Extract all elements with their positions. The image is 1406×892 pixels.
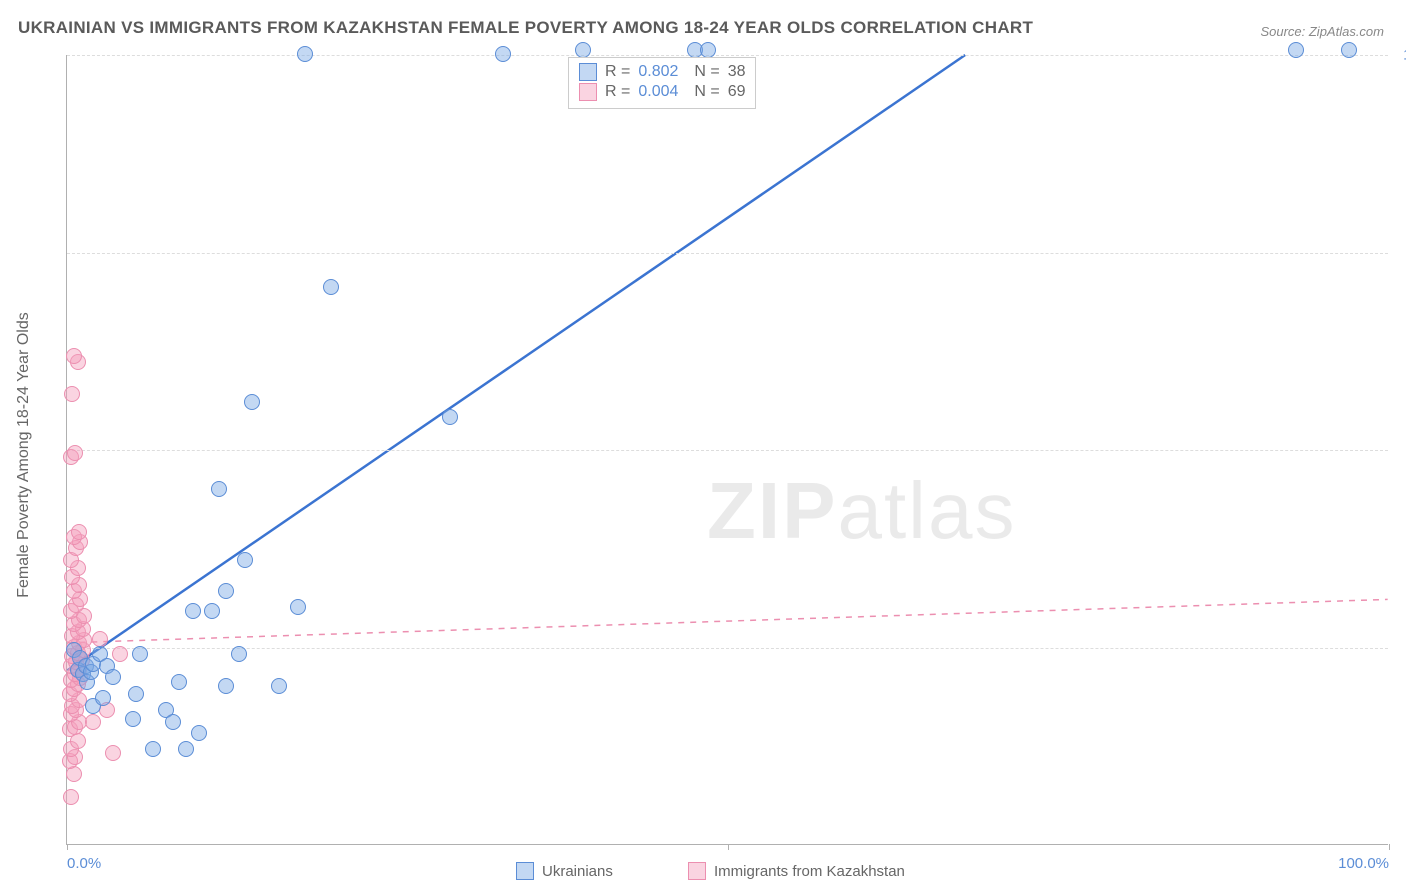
legend-kazakhstan: Immigrants from Kazakhstan xyxy=(688,862,905,880)
ukrainians-marker xyxy=(1288,42,1304,58)
kazakhstan-marker xyxy=(105,745,121,761)
legend-label-kazakhstan: Immigrants from Kazakhstan xyxy=(714,863,905,880)
source-attribution: Source: ZipAtlas.com xyxy=(1260,24,1384,39)
r-label: R = xyxy=(605,83,630,101)
y-axis-title: Female Poverty Among 18-24 Year Olds xyxy=(15,312,33,598)
x-tick-mark xyxy=(67,844,68,850)
kazakhstan-marker xyxy=(92,631,108,647)
kazakhstan-marker xyxy=(85,714,101,730)
y-tick-label: 25.0% xyxy=(1396,639,1406,656)
ukrainians-marker xyxy=(128,686,144,702)
ukrainians-marker xyxy=(218,678,234,694)
ukrainians-marker xyxy=(95,690,111,706)
ukrainians-marker xyxy=(1341,42,1357,58)
kazakhstan-marker xyxy=(71,524,87,540)
r-value-kazakhstan: 0.004 xyxy=(638,83,686,101)
legend-label-ukrainians: Ukrainians xyxy=(542,863,613,880)
ukrainians-marker xyxy=(297,46,313,62)
n-label: N = xyxy=(694,63,719,81)
x-tick-label: 100.0% xyxy=(1338,855,1389,872)
ukrainians-marker xyxy=(145,741,161,757)
ukrainians-marker xyxy=(575,42,591,58)
legend-swatch-kazakhstan xyxy=(688,862,706,880)
legend-ukrainians: Ukrainians xyxy=(516,862,613,880)
stats-row-a: R = 0.802 N = 38 xyxy=(579,62,745,82)
r-value-ukrainians: 0.802 xyxy=(638,63,686,81)
kazakhstan-marker xyxy=(64,386,80,402)
correlation-stats-box: R = 0.802 N = 38 R = 0.004 N = 69 xyxy=(568,57,756,109)
n-value-kazakhstan: 69 xyxy=(728,83,746,101)
watermark-bold: ZIP xyxy=(707,466,837,555)
ukrainians-marker xyxy=(495,46,511,62)
chart-title: UKRAINIAN VS IMMIGRANTS FROM KAZAKHSTAN … xyxy=(18,18,1033,38)
source-prefix: Source: xyxy=(1260,24,1308,39)
gridline xyxy=(67,253,1388,254)
kazakhstan-marker xyxy=(67,445,83,461)
r-label: R = xyxy=(605,63,630,81)
x-tick-label: 0.0% xyxy=(67,855,101,872)
n-value-ukrainians: 38 xyxy=(728,63,746,81)
ukrainians-marker xyxy=(218,583,234,599)
gridline xyxy=(67,648,1388,649)
x-tick-mark xyxy=(728,844,729,850)
ukrainians-marker xyxy=(237,552,253,568)
scatter-plot-area: ZIPatlas 25.0%50.0%75.0%100.0%0.0%100.0% xyxy=(66,55,1388,845)
y-tick-label: 100.0% xyxy=(1396,47,1406,64)
kazakhstan-marker xyxy=(66,348,82,364)
legend-swatch-ukrainians xyxy=(516,862,534,880)
ukrainians-marker xyxy=(191,725,207,741)
source-link[interactable]: ZipAtlas.com xyxy=(1309,24,1384,39)
ukrainians-marker xyxy=(171,674,187,690)
ukrainians-marker xyxy=(700,42,716,58)
swatch-kazakhstan xyxy=(579,83,597,101)
ukrainians-marker xyxy=(132,646,148,662)
kazakhstan-marker xyxy=(63,789,79,805)
ukrainians-marker xyxy=(244,394,260,410)
swatch-ukrainians xyxy=(579,63,597,81)
ukrainians-marker xyxy=(442,409,458,425)
stats-row-b: R = 0.004 N = 69 xyxy=(579,82,745,102)
gridline xyxy=(67,450,1388,451)
ukrainians-marker xyxy=(204,603,220,619)
ukrainians-marker xyxy=(185,603,201,619)
ukrainians-marker xyxy=(165,714,181,730)
y-tick-label: 50.0% xyxy=(1396,442,1406,459)
ukrainians-marker xyxy=(323,279,339,295)
ukrainians-marker xyxy=(105,669,121,685)
ukrainians-marker xyxy=(271,678,287,694)
ukrainians-marker xyxy=(178,741,194,757)
ukrainians-marker xyxy=(231,646,247,662)
x-tick-mark xyxy=(1389,844,1390,850)
ukrainians-marker xyxy=(125,711,141,727)
gridline xyxy=(67,55,1388,56)
watermark-light: atlas xyxy=(837,466,1016,555)
kazakhstan-marker xyxy=(112,646,128,662)
y-tick-label: 75.0% xyxy=(1396,244,1406,261)
ukrainians-marker xyxy=(211,481,227,497)
ukrainians-marker xyxy=(290,599,306,615)
watermark: ZIPatlas xyxy=(707,465,1016,557)
n-label: N = xyxy=(694,83,719,101)
